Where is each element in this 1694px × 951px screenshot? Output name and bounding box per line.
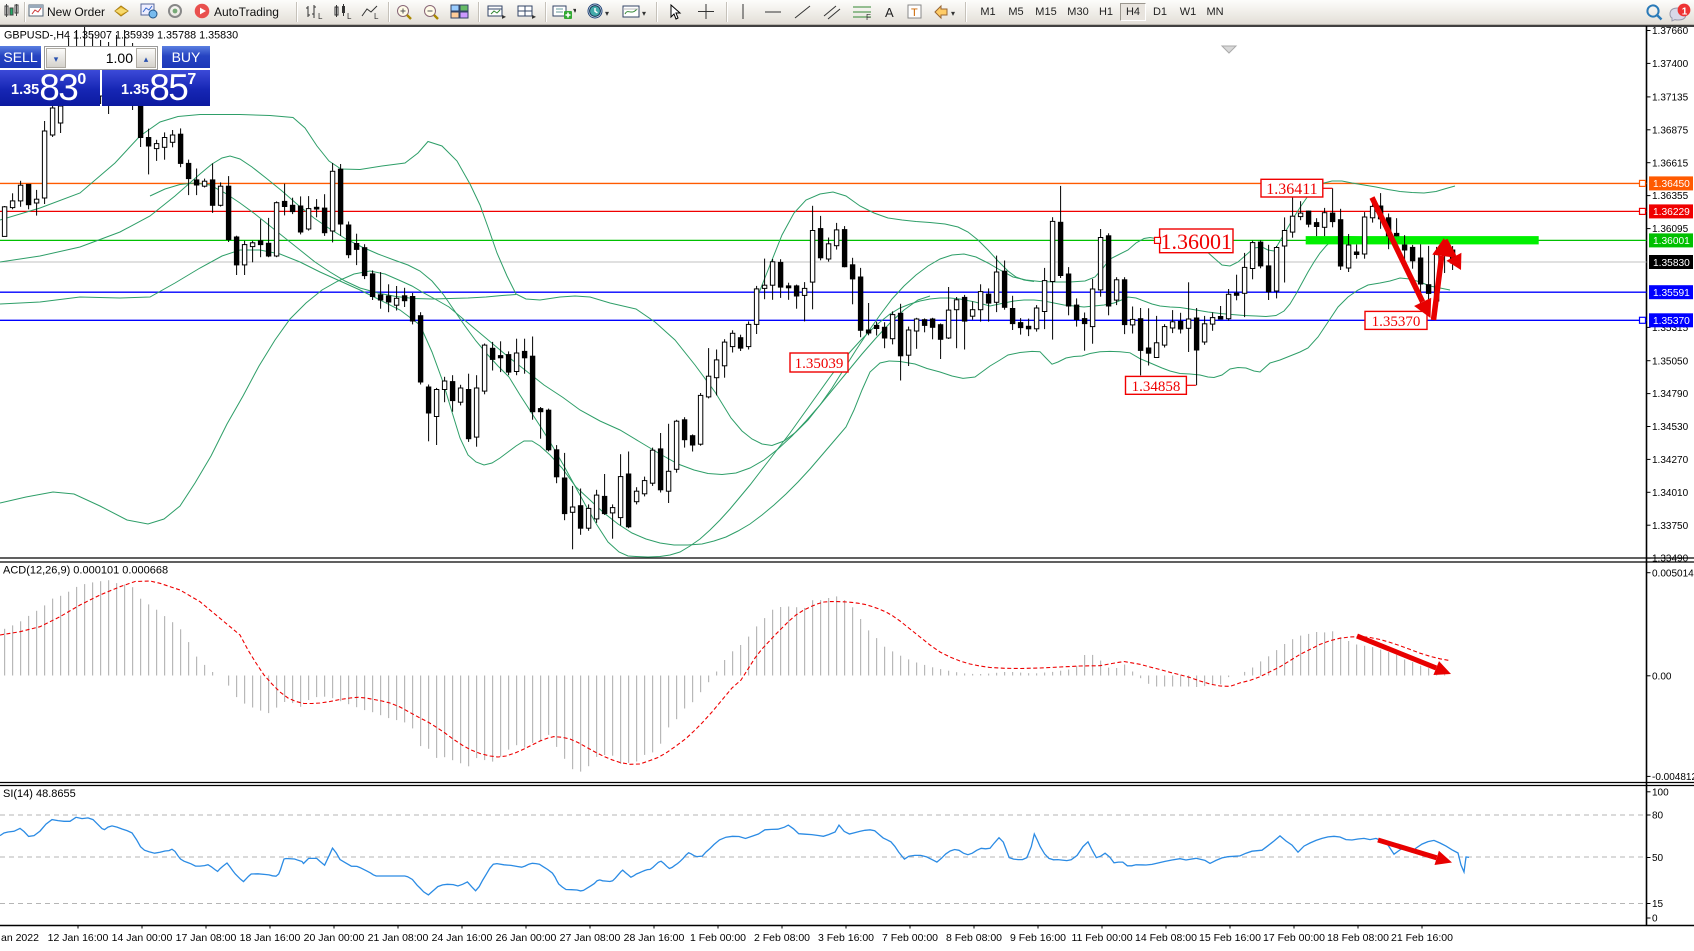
svg-text:-0.004812: -0.004812 [1652, 772, 1694, 783]
svg-text:A: A [885, 5, 894, 20]
svg-text:1.34270: 1.34270 [1652, 455, 1689, 466]
svg-text:F: F [866, 13, 871, 21]
svg-text:1.36411: 1.36411 [1266, 181, 1317, 198]
svg-text:1.33750: 1.33750 [1652, 521, 1689, 532]
svg-text:L: L [374, 12, 379, 21]
svg-text:▸: ▸ [532, 12, 536, 21]
svg-text:1.36355: 1.36355 [1652, 191, 1689, 202]
svg-text:T: T [911, 7, 918, 19]
svg-text:SI(14) 48.8655: SI(14) 48.8655 [3, 788, 76, 800]
svg-text:0.005014: 0.005014 [1652, 568, 1694, 579]
svg-text:1.37660: 1.37660 [1652, 26, 1689, 37]
svg-text:1.34010: 1.34010 [1652, 488, 1689, 499]
svg-text:24 Jan 16:00: 24 Jan 16:00 [432, 932, 493, 944]
svg-text:17 Feb 00:00: 17 Feb 00:00 [1263, 932, 1325, 944]
svg-text:1.35591: 1.35591 [1653, 288, 1690, 299]
svg-text:ACD(12,26,9) 0.000101 0.000668: ACD(12,26,9) 0.000101 0.000668 [3, 565, 168, 577]
svg-text:1.37400: 1.37400 [1652, 59, 1689, 70]
svg-text:21 Feb 16:00: 21 Feb 16:00 [1391, 932, 1453, 944]
svg-text:11 Feb 00:00: 11 Feb 00:00 [1071, 932, 1132, 944]
svg-text:1.35830: 1.35830 [1653, 258, 1690, 269]
svg-text:1.36095: 1.36095 [1652, 224, 1689, 235]
svg-text:1.37135: 1.37135 [1652, 93, 1689, 104]
svg-text:15: 15 [1652, 899, 1664, 910]
svg-text:1.36875: 1.36875 [1652, 125, 1689, 136]
svg-text:18 Jan 16:00: 18 Jan 16:00 [240, 932, 301, 944]
svg-text:27 Jan 08:00: 27 Jan 08:00 [560, 932, 621, 944]
svg-text:1.35370: 1.35370 [1372, 314, 1421, 330]
svg-text:1.36001: 1.36001 [1161, 229, 1233, 254]
svg-text:1.34790: 1.34790 [1652, 389, 1689, 400]
svg-text:2 Feb 08:00: 2 Feb 08:00 [754, 932, 810, 944]
svg-text:21 Jan 08:00: 21 Jan 08:00 [368, 932, 429, 944]
svg-text:1.35315: 1.35315 [1652, 323, 1689, 334]
svg-text:L: L [347, 12, 352, 21]
svg-text:18 Feb 08:00: 18 Feb 08:00 [1327, 932, 1389, 944]
svg-text:20 Jan 00:00: 20 Jan 00:00 [304, 932, 365, 944]
svg-text:15 Feb 16:00: 15 Feb 16:00 [1199, 932, 1261, 944]
svg-text:3 Feb 16:00: 3 Feb 16:00 [818, 932, 874, 944]
svg-text:0.00: 0.00 [1652, 671, 1672, 682]
svg-text:▾: ▾ [951, 9, 955, 18]
svg-text:12 Jan 16:00: 12 Jan 16:00 [48, 932, 109, 944]
svg-text:1: 1 [1682, 6, 1688, 17]
svg-text:1.36229: 1.36229 [1653, 207, 1690, 218]
svg-text:14 Jan 00:00: 14 Jan 00:00 [112, 932, 173, 944]
svg-text:1.34530: 1.34530 [1652, 422, 1689, 433]
svg-text:0: 0 [1652, 914, 1658, 925]
svg-text:1.35370: 1.35370 [1653, 316, 1690, 327]
svg-text:▸: ▸ [502, 12, 506, 21]
svg-text:1.35039: 1.35039 [795, 356, 844, 372]
svg-text:50: 50 [1652, 853, 1664, 864]
svg-text:28 Jan 16:00: 28 Jan 16:00 [624, 932, 685, 944]
svg-text:GBPUSD-,H4 1.35907 1.35939 1.: GBPUSD-,H4 1.35907 1.35939 1.35788 1.358… [4, 30, 238, 42]
svg-text:L: L [318, 12, 323, 21]
svg-text:1.33490: 1.33490 [1652, 554, 1689, 565]
svg-text:14 Feb 08:00: 14 Feb 08:00 [1135, 932, 1197, 944]
svg-text:1.36615: 1.36615 [1652, 158, 1689, 169]
svg-text:1.36450: 1.36450 [1653, 179, 1690, 190]
svg-text:1.35050: 1.35050 [1652, 356, 1689, 367]
svg-text:1 Feb 00:00: 1 Feb 00:00 [690, 932, 746, 944]
svg-text:8 Feb 08:00: 8 Feb 08:00 [946, 932, 1002, 944]
svg-text:▾: ▾ [573, 6, 576, 15]
svg-text:17 Jan 08:00: 17 Jan 08:00 [176, 932, 237, 944]
svg-text:▾: ▾ [605, 9, 609, 18]
svg-text:1.34858: 1.34858 [1132, 379, 1181, 395]
svg-text:9 Feb 16:00: 9 Feb 16:00 [1010, 932, 1066, 944]
svg-text:26 Jan 00:00: 26 Jan 00:00 [496, 932, 557, 944]
svg-text:80: 80 [1652, 811, 1664, 822]
svg-text:▾: ▾ [642, 9, 646, 18]
svg-text:1.36001: 1.36001 [1653, 236, 1690, 247]
svg-text:7 Feb 00:00: 7 Feb 00:00 [882, 932, 938, 944]
svg-text:100: 100 [1652, 787, 1669, 798]
svg-text:an 2022: an 2022 [1, 932, 39, 944]
